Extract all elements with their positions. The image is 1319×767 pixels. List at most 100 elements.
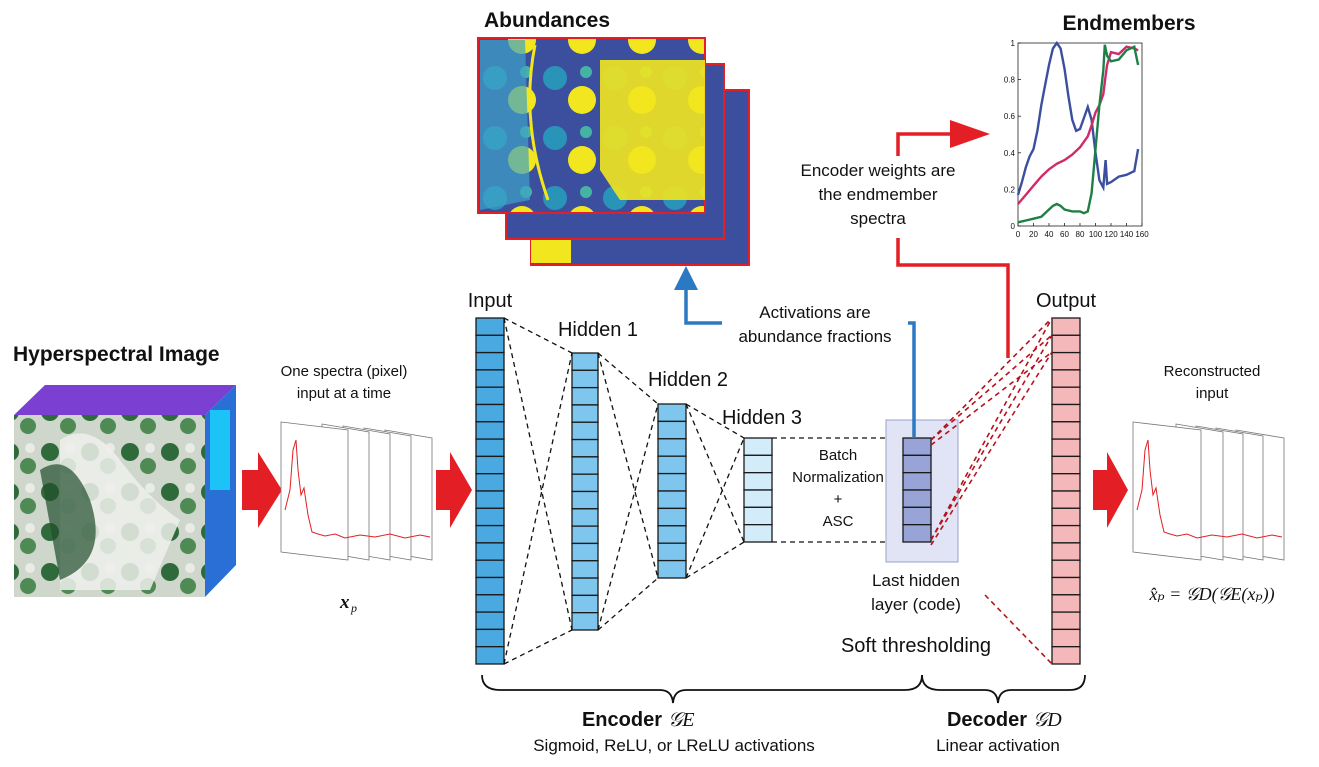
- decoder-label: Decoder: [947, 709, 1027, 731]
- input-layer-unit: [475, 594, 505, 613]
- input-layer-unit: [475, 611, 505, 631]
- input-layer-unit: [475, 369, 505, 388]
- hidden1-layer-unit: [571, 421, 599, 441]
- x-tick-label: 160: [1135, 230, 1149, 239]
- last-hidden-line2: layer (code): [871, 595, 961, 614]
- output-layer-unit: [1051, 594, 1081, 613]
- cube-top-face: [14, 385, 236, 415]
- input-layer-unit: [475, 576, 505, 596]
- hidden1-layer-unit: [571, 456, 599, 475]
- recon-note-line2: input: [1196, 385, 1229, 402]
- y-tick-label: 0.2: [1004, 185, 1016, 194]
- decoder-connections: [930, 317, 1053, 665]
- output-layer-unit: [1051, 524, 1081, 544]
- output-layer-unit: [1051, 386, 1081, 406]
- hidden1-layer-unit: [571, 542, 599, 562]
- hidden2-layer-unit: [657, 472, 687, 492]
- output-layer-unit: [1051, 490, 1081, 509]
- output-layer-unit: [1051, 438, 1081, 458]
- hidden2-layer-unit: [657, 559, 687, 579]
- x-tick-label: 140: [1120, 230, 1134, 239]
- last-hidden-line1: Last hidden: [872, 571, 960, 590]
- output-layer-unit: [1051, 559, 1081, 579]
- hidden2-layer-unit: [657, 490, 687, 510]
- weights-arrow: [896, 120, 1010, 358]
- hidden1-layer-unit: [571, 577, 599, 597]
- hidden1-layer-unit: [571, 508, 599, 527]
- hidden1-layer-unit: [571, 369, 599, 389]
- hyperspectral-title: Hyperspectral Image: [13, 343, 220, 366]
- activations-note-line2: abundance fractions: [738, 327, 891, 346]
- hyperspectral-cube: [14, 385, 236, 597]
- recon-note-line1: Reconstructed: [1164, 363, 1261, 380]
- input-layer-unit: [475, 386, 505, 406]
- hidden2-layer-unit: [657, 438, 687, 457]
- xp-symbol-x: x: [339, 592, 350, 613]
- hidden1-layer-unit: [571, 386, 599, 406]
- x-tick-label: 0: [1016, 230, 1021, 239]
- batchnorm-line3: +: [834, 491, 843, 508]
- input-layer-unit: [475, 524, 505, 544]
- encoder-activation-note: Sigmoid, ReLU, or LReLU activations: [533, 736, 815, 755]
- output-layer-unit: [1051, 628, 1081, 648]
- hidden3-layer-unit: [743, 454, 773, 474]
- abundances-title: Abundances: [484, 9, 610, 32]
- input-note-line1: One spectra (pixel): [281, 363, 408, 380]
- hidden2-layer-label: Hidden 2: [648, 369, 728, 391]
- weights-note-line3: spectra: [850, 209, 906, 228]
- y-tick-label: 1: [1011, 39, 1016, 48]
- endmember-series-1: [1016, 40, 1140, 196]
- weights-note-line2: the endmember: [818, 185, 937, 204]
- hidden3-layer-unit: [743, 489, 773, 508]
- abundance-maps: [477, 37, 750, 266]
- input-spectra-stack: [280, 421, 433, 561]
- y-tick-label: 0.8: [1004, 76, 1016, 85]
- input-layer-unit: [475, 490, 505, 509]
- x-tick-label: 80: [1076, 230, 1085, 239]
- output-layer-unit: [1051, 317, 1081, 336]
- hidden2-layer-unit: [657, 542, 687, 562]
- y-tick-label: 0.4: [1004, 149, 1016, 158]
- decoder-brace: [921, 674, 1086, 704]
- hidden1-layer-unit: [571, 473, 599, 493]
- batchnorm-line4: ASC: [823, 513, 854, 530]
- chart-plot-area: [1017, 42, 1143, 227]
- input-layer-unit: [475, 438, 505, 458]
- endmember-series-3: [1017, 44, 1140, 224]
- output-layer-unit: [1051, 369, 1081, 388]
- xp-symbol-sub: p: [350, 601, 357, 615]
- hidden1-layer-unit: [571, 612, 599, 631]
- endmembers-title: Endmembers: [1062, 12, 1195, 35]
- encoder-connections: [503, 317, 903, 665]
- y-tick-label: 0.6: [1004, 112, 1016, 121]
- y-tick-label: 0: [1011, 222, 1016, 231]
- output-layer-unit: [1051, 507, 1081, 527]
- output-layer-unit: [1051, 611, 1081, 631]
- x-tick-label: 20: [1029, 230, 1038, 239]
- input-layer: [475, 317, 505, 665]
- endmembers-chart: 0 20 40 60 80 100 120 140 160 0 0.2 0.4 0.6 0.8 1: [1004, 39, 1149, 239]
- input-layer-label: Input: [468, 290, 513, 312]
- hidden3-layer-unit: [743, 472, 773, 491]
- output-layer: [1051, 317, 1081, 665]
- input-layer-unit: [475, 559, 505, 579]
- hidden2-layer-unit: [657, 455, 687, 475]
- input-layer-unit: [475, 334, 505, 354]
- hidden1-layer-unit: [571, 352, 599, 371]
- decoder-activation-note: Linear activation: [936, 736, 1060, 755]
- arrow-cube-to-spectra: [242, 452, 282, 528]
- input-layer-unit: [475, 455, 505, 475]
- input-layer-unit: [475, 421, 505, 440]
- endmember-series-2: [1017, 45, 1139, 205]
- code-layer-unit: [902, 437, 932, 456]
- x-tick-label: 100: [1089, 230, 1103, 239]
- hidden1-layer-unit: [571, 404, 599, 423]
- arrow-spectra-to-input: [436, 452, 472, 528]
- recon-formula: x̂ₚ = 𝒢D(𝒢E(xₚ)): [1148, 584, 1274, 605]
- encoder-label: Encoder: [582, 709, 662, 731]
- hidden1-layer-unit: [571, 490, 599, 510]
- input-layer-unit: [475, 646, 505, 665]
- code-layer-unit: [902, 524, 932, 543]
- code-layer-unit: [902, 472, 932, 491]
